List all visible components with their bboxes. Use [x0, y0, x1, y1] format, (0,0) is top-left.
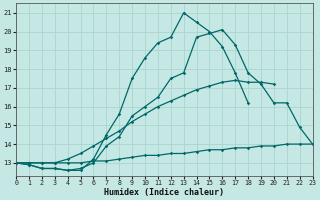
X-axis label: Humidex (Indice chaleur): Humidex (Indice chaleur) [104, 188, 224, 197]
